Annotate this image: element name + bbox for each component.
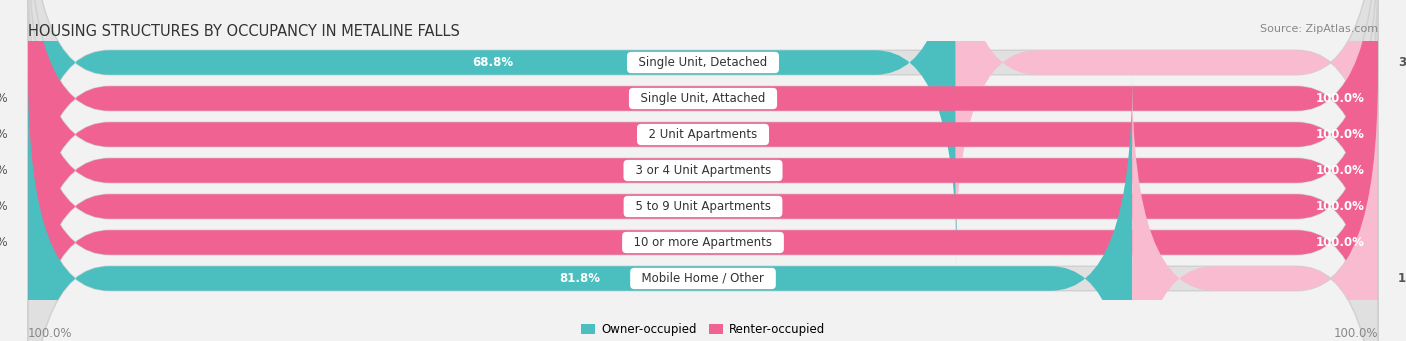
Text: 0.0%: 0.0% [0, 200, 8, 213]
Text: Single Unit, Attached: Single Unit, Attached [633, 92, 773, 105]
Text: 100.0%: 100.0% [1316, 236, 1364, 249]
Text: Single Unit, Detached: Single Unit, Detached [631, 56, 775, 69]
Text: 0.0%: 0.0% [0, 128, 8, 141]
FancyBboxPatch shape [28, 0, 1378, 341]
Text: 0.0%: 0.0% [0, 236, 8, 249]
Legend: Owner-occupied, Renter-occupied: Owner-occupied, Renter-occupied [576, 318, 830, 341]
Text: 10 or more Apartments: 10 or more Apartments [626, 236, 780, 249]
FancyBboxPatch shape [28, 39, 1378, 341]
Text: Source: ZipAtlas.com: Source: ZipAtlas.com [1260, 24, 1378, 34]
Text: HOUSING STRUCTURES BY OCCUPANCY IN METALINE FALLS: HOUSING STRUCTURES BY OCCUPANCY IN METAL… [28, 24, 460, 39]
FancyBboxPatch shape [28, 3, 1378, 341]
Text: 2 Unit Apartments: 2 Unit Apartments [641, 128, 765, 141]
Text: 0.0%: 0.0% [0, 164, 8, 177]
FancyBboxPatch shape [28, 39, 1378, 341]
Text: 100.0%: 100.0% [1316, 200, 1364, 213]
FancyBboxPatch shape [28, 0, 956, 266]
FancyBboxPatch shape [28, 0, 1378, 266]
FancyBboxPatch shape [28, 0, 1378, 338]
Text: 100.0%: 100.0% [1316, 128, 1364, 141]
FancyBboxPatch shape [28, 3, 1378, 341]
Text: 81.8%: 81.8% [560, 272, 600, 285]
Text: 18.2%: 18.2% [1398, 272, 1406, 285]
Text: 0.0%: 0.0% [0, 92, 8, 105]
FancyBboxPatch shape [28, 75, 1378, 341]
Text: 68.8%: 68.8% [472, 56, 513, 69]
Text: 31.3%: 31.3% [1398, 56, 1406, 69]
FancyBboxPatch shape [956, 0, 1378, 266]
Text: 100.0%: 100.0% [1316, 164, 1364, 177]
Text: 3 or 4 Unit Apartments: 3 or 4 Unit Apartments [627, 164, 779, 177]
FancyBboxPatch shape [28, 0, 1378, 302]
FancyBboxPatch shape [1132, 75, 1378, 341]
Text: Mobile Home / Other: Mobile Home / Other [634, 272, 772, 285]
Text: 100.0%: 100.0% [1333, 327, 1378, 340]
FancyBboxPatch shape [28, 75, 1132, 341]
FancyBboxPatch shape [28, 0, 1378, 338]
Text: 100.0%: 100.0% [28, 327, 73, 340]
Text: 100.0%: 100.0% [1316, 92, 1364, 105]
FancyBboxPatch shape [28, 0, 1378, 341]
Text: 5 to 9 Unit Apartments: 5 to 9 Unit Apartments [627, 200, 779, 213]
FancyBboxPatch shape [28, 0, 1378, 302]
